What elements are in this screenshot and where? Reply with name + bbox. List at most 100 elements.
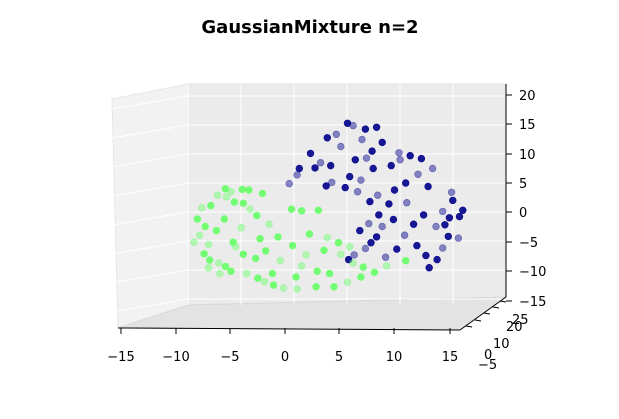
scatter-point	[353, 188, 362, 196]
scatter-point	[390, 186, 399, 194]
scatter-point	[204, 264, 213, 272]
scatter-point	[221, 262, 230, 271]
chart-title: GaussianMixture n=2	[201, 17, 418, 38]
scatter-point	[361, 125, 370, 133]
scatter-point	[200, 250, 208, 258]
scatter-point	[445, 214, 454, 222]
scatter-point	[276, 257, 284, 265]
scatter-point	[374, 191, 382, 199]
x-tick-label: −10	[162, 350, 189, 365]
scatter-point	[305, 230, 314, 238]
scatter-point	[385, 200, 393, 208]
y-tick-mark	[465, 325, 473, 328]
scatter-point	[393, 245, 401, 253]
scatter-point	[343, 119, 352, 128]
scatter-point	[402, 179, 410, 187]
scatter-point	[372, 123, 381, 132]
scatter-point	[227, 267, 235, 275]
scatter-point	[334, 239, 343, 247]
scatter-point	[302, 251, 310, 259]
scatter-point	[268, 269, 277, 278]
scatter-point	[288, 241, 297, 250]
x-tick-label: −5	[220, 350, 239, 365]
scatter-point	[262, 247, 270, 255]
scatter-point	[215, 259, 223, 267]
scatter-point	[428, 164, 437, 173]
scatter-point	[311, 164, 319, 172]
scatter-point	[350, 251, 358, 259]
y-tick-mark	[474, 319, 482, 322]
scatter-point	[285, 179, 293, 188]
scatter-point	[422, 251, 430, 260]
scatter-point	[341, 183, 349, 192]
z-tick-label: 10	[519, 148, 536, 163]
scatter-point	[245, 186, 253, 194]
z-gridline-left	[111, 95, 189, 110]
scatter-point	[279, 284, 288, 292]
z-tick-label: 5	[519, 177, 527, 192]
scatter-point	[328, 178, 336, 187]
scatter-point	[417, 154, 426, 163]
scatter-point	[395, 149, 403, 157]
scatter-point	[198, 204, 206, 212]
scatter-point	[314, 206, 323, 215]
scatter-point	[190, 238, 198, 246]
scatter-point	[378, 222, 386, 231]
scatter-point	[306, 149, 315, 158]
scatter-point	[444, 232, 452, 241]
scatter-point	[449, 196, 457, 205]
scatter-point	[361, 244, 370, 253]
scatter-point	[327, 161, 335, 170]
scatter-point	[406, 152, 414, 160]
scatter-point	[204, 240, 213, 249]
y-tick-label: 0	[484, 348, 492, 363]
scatter-point	[402, 257, 410, 265]
scatter-point	[454, 234, 463, 242]
x-tick-label: 5	[335, 350, 343, 365]
scatter-point	[213, 191, 222, 199]
scatter-point	[387, 161, 395, 170]
z-gridline-left	[111, 298, 189, 313]
scatter-points	[190, 119, 467, 293]
scatter-point	[358, 135, 366, 144]
scatter-point	[332, 130, 340, 139]
scatter-point	[349, 121, 357, 130]
scatter-point	[447, 188, 456, 197]
scatter-point	[312, 283, 320, 291]
scatter-point	[441, 221, 449, 229]
z-tick-label: −5	[519, 236, 538, 251]
scatter-point	[207, 201, 215, 210]
scatter-point	[229, 238, 237, 246]
scatter-point	[369, 164, 377, 173]
scatter-point	[220, 215, 229, 223]
scatter-point	[212, 226, 221, 235]
left-pane	[111, 83, 189, 329]
scatter-point	[351, 156, 359, 164]
scatter-point	[459, 206, 467, 215]
scatter-point	[439, 207, 447, 216]
z-gridline-left	[111, 211, 189, 226]
scatter-point	[238, 185, 246, 194]
scatter-point	[400, 231, 409, 239]
scatter-point	[195, 231, 204, 239]
scatter-point	[365, 219, 373, 228]
scatter-point	[260, 277, 269, 286]
scatter-point	[227, 188, 235, 196]
scatter-point	[396, 156, 404, 164]
scatter-point	[323, 134, 331, 142]
scatter-point	[389, 215, 398, 224]
scatter-point	[356, 226, 364, 235]
scatter-point	[367, 239, 375, 247]
scatter-point	[239, 199, 248, 208]
scatter-point	[256, 235, 264, 243]
scatter-point	[346, 172, 354, 181]
z-gridline-left	[111, 124, 189, 139]
scatter-point	[349, 259, 357, 267]
scatter-point	[201, 222, 209, 231]
scatter-point	[206, 256, 214, 264]
scatter-point	[251, 254, 260, 263]
scatter-point	[378, 138, 386, 147]
z-tick-label: 20	[519, 89, 536, 104]
scatter-point	[362, 154, 371, 162]
